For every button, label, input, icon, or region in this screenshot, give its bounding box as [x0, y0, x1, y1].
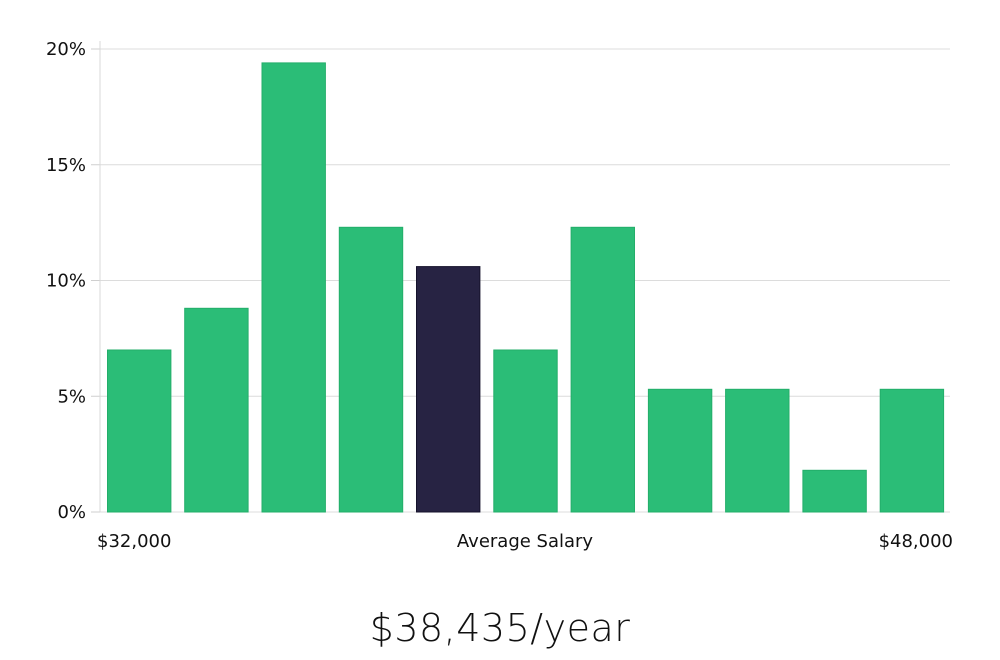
bar [184, 307, 249, 513]
x-end-label: $48,000 [879, 531, 953, 552]
bar [647, 388, 713, 513]
bar [802, 469, 867, 513]
bars [107, 62, 945, 513]
bar [570, 226, 635, 513]
x-axis-title: Average Salary [457, 531, 594, 552]
bar [879, 388, 945, 513]
y-tick-label: 10% [46, 271, 86, 292]
y-tick-label: 15% [46, 155, 86, 176]
bar [725, 388, 790, 513]
x-start-label: $32,000 [97, 531, 171, 552]
y-tick-label: 5% [57, 386, 86, 407]
y-tick-label: 0% [57, 502, 86, 523]
bar [338, 226, 404, 513]
average-salary-value: $38,435/year [369, 606, 631, 650]
y-tick-label: 20% [46, 39, 86, 60]
bar [493, 349, 558, 513]
y-axis-ticks: 0% 5% 10% 15% 20% [46, 39, 100, 523]
bar [107, 349, 172, 513]
bar-highlighted [416, 266, 481, 513]
bar [261, 62, 326, 513]
salary-histogram: 0% 5% 10% 15% 20% $32,000 Average Salary $48… [46, 39, 953, 552]
